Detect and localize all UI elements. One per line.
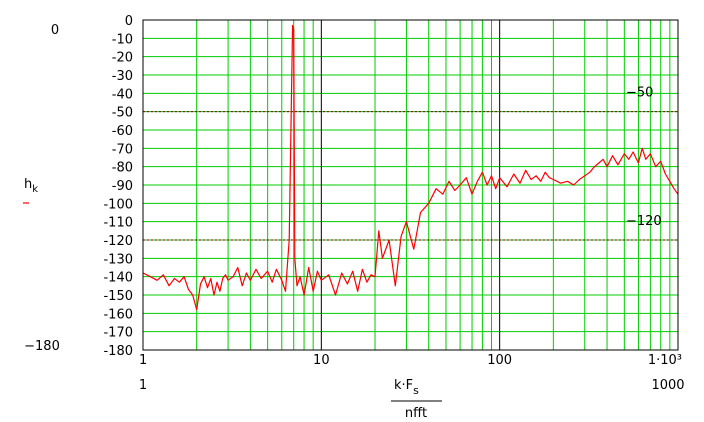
y-tick-label-6: -60 [112, 124, 133, 139]
y-tick-label-3: -30 [112, 69, 133, 84]
y-axis-label-subscript: k [32, 184, 38, 195]
x-axis-label-numerator-main: k·F [394, 378, 413, 393]
x-tick-label-2: 100 [487, 353, 512, 368]
y-tick-label-2: -20 [112, 51, 133, 66]
y-axis-label: hk [24, 177, 38, 195]
x-tick-label-3: 1·10³ [648, 353, 682, 368]
reference-line-label-0: −50 [626, 86, 653, 101]
reference-line-labels: −50 −120 [626, 86, 662, 229]
y-axis-bottom-limit-label: −180 [24, 339, 60, 354]
y-tick-label-18: -180 [103, 344, 133, 359]
y-axis-top-limit-label: 0 [51, 23, 59, 38]
x-tick-label-0: 1 [139, 353, 147, 368]
y-tick-label-0: 0 [125, 14, 133, 29]
x-axis-left-limit-label: 1 [139, 378, 147, 393]
x-axis-label-numerator-subscript: s [413, 384, 419, 397]
y-tick-label-14: -140 [103, 271, 133, 286]
y-tick-label-8: -80 [112, 161, 133, 176]
reference-lines [143, 111, 678, 241]
y-tick-label-16: -160 [103, 307, 133, 322]
y-tick-label-13: -130 [103, 252, 133, 267]
y-tick-labels: 0 -10 -20 -30 -40 -50 -60 -70 -80 -90 -100 -110 -120… [103, 14, 133, 359]
x-tick-label-1: 10 [313, 353, 330, 368]
y-tick-label-1: -10 [112, 32, 133, 47]
y-tick-label-4: -40 [112, 87, 133, 102]
x-axis-right-limit-label: 1000 [651, 378, 684, 393]
y-tick-label-9: -90 [112, 179, 133, 194]
x-axis-label-denominator: nfft [405, 406, 427, 421]
y-tick-label-10: -100 [103, 197, 133, 212]
x-axis-label-numerator: k·Fs [394, 378, 419, 397]
plot-frame [142, 19, 679, 351]
reference-line-label-1: −120 [626, 214, 662, 229]
y-tick-label-17: -170 [103, 326, 133, 341]
y-axis-label-main: h [24, 177, 32, 192]
y-tick-label-12: -120 [103, 234, 133, 249]
series-line-0 [142, 24, 679, 311]
y-tick-label-15: -150 [103, 289, 133, 304]
x-tick-labels: 1 10 100 1·10³ [139, 353, 682, 368]
y-tick-label-7: -70 [112, 142, 133, 157]
series-group [142, 24, 679, 311]
y-tick-label-11: -110 [103, 216, 133, 231]
y-tick-label-5: -50 [112, 106, 133, 121]
